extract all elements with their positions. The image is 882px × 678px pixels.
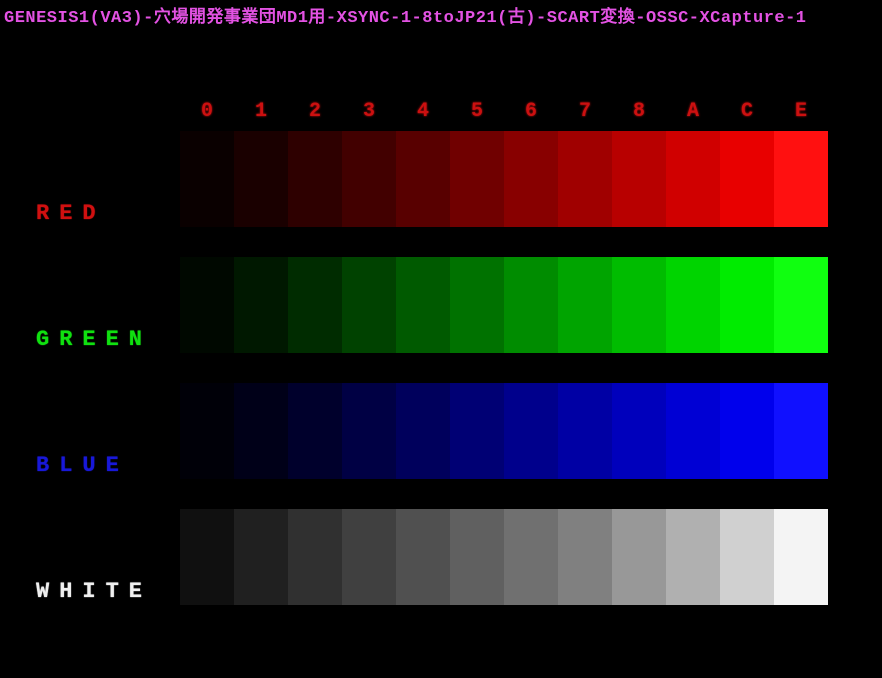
swatch [288,383,342,479]
swatch [180,383,234,479]
swatch [612,131,666,227]
swatch [450,383,504,479]
swatch [342,257,396,353]
swatch [342,383,396,479]
swatch-strip [180,257,846,353]
swatch [288,257,342,353]
column-header: 3 [342,100,396,123]
swatch [666,131,720,227]
swatch [720,383,774,479]
color-row-green: GREEN [36,257,846,353]
column-header: A [666,100,720,123]
swatch [720,131,774,227]
swatch-strip [180,383,846,479]
swatch [234,131,288,227]
swatch [450,509,504,605]
swatch [612,509,666,605]
swatch [504,131,558,227]
swatch [666,257,720,353]
swatch [666,383,720,479]
swatch [612,257,666,353]
swatch [504,509,558,605]
swatch [234,383,288,479]
swatch [504,257,558,353]
column-header: E [774,100,828,123]
column-header: 6 [504,100,558,123]
swatch [288,509,342,605]
swatch [720,509,774,605]
column-header: 2 [288,100,342,123]
swatch [396,509,450,605]
color-row-white: WHITE [36,509,846,605]
column-header: 1 [234,100,288,123]
swatch [558,257,612,353]
column-header-row: 012345678ACE [180,100,846,123]
swatch [180,509,234,605]
swatch [342,131,396,227]
swatch [450,257,504,353]
color-row-blue: BLUE [36,383,846,479]
column-header: 5 [450,100,504,123]
swatch [504,383,558,479]
swatch [180,131,234,227]
swatch [666,509,720,605]
swatch [396,383,450,479]
swatch [180,257,234,353]
swatch [720,257,774,353]
swatch [396,257,450,353]
swatch [612,383,666,479]
color-row-red: RED [36,131,846,227]
swatch [450,131,504,227]
swatch [234,509,288,605]
color-ramp-chart: 012345678ACE RED GREEN BLUE WHITE [36,100,846,605]
swatch [774,257,828,353]
swatch [774,383,828,479]
swatch [288,131,342,227]
column-header: 8 [612,100,666,123]
swatch [558,509,612,605]
swatch [396,131,450,227]
column-header: 0 [180,100,234,123]
swatch-strip [180,131,846,227]
swatch [774,131,828,227]
swatch-strip [180,509,846,605]
caption-text: GENESIS1(VA3)-穴場開発事業団MD1用-XSYNC-1-8toJP2… [4,2,807,28]
swatch [558,383,612,479]
swatch [234,257,288,353]
column-header: 4 [396,100,450,123]
swatch [774,509,828,605]
column-header: 7 [558,100,612,123]
swatch [558,131,612,227]
swatch [342,509,396,605]
column-header: C [720,100,774,123]
